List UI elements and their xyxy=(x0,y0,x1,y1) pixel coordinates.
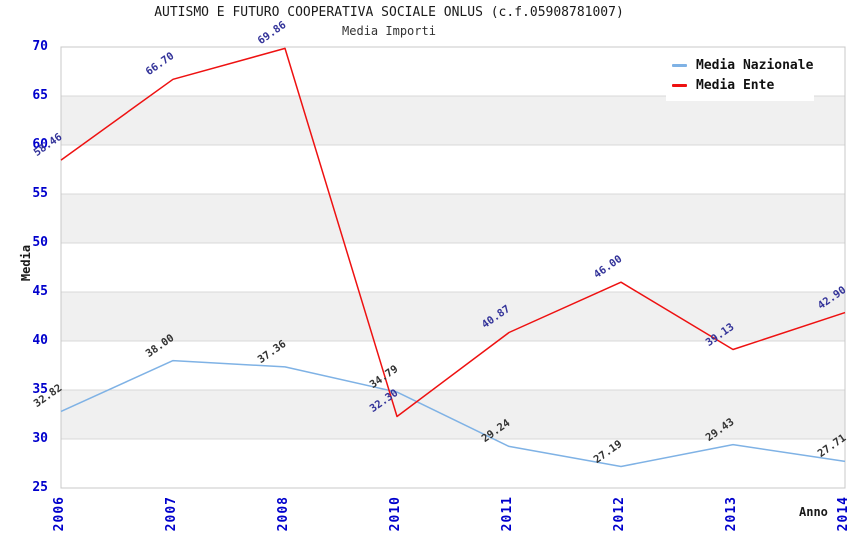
x-tick-2010: 2010 xyxy=(388,496,403,532)
x-tick-2007: 2007 xyxy=(164,496,179,532)
series-line-media-nazionale xyxy=(60,359,846,468)
media-nazionale-line-icon xyxy=(672,63,687,67)
x-tick-2013: 2013 xyxy=(724,496,739,532)
plot-band xyxy=(61,390,845,439)
x-tick-2008: 2008 xyxy=(276,496,291,532)
plot-band xyxy=(61,194,845,243)
plot-band xyxy=(61,292,845,341)
plot-band xyxy=(61,96,845,145)
y-tick-65: 65 xyxy=(32,88,48,103)
legend-label-media-nazionale: Media Nazionale xyxy=(696,57,814,73)
y-tick-60: 60 xyxy=(32,137,48,152)
y-tick-45: 45 xyxy=(32,284,48,299)
legend-label-media-ente: Media Ente xyxy=(696,77,775,93)
legend-item-media-nazionale: Media Nazionale xyxy=(672,55,814,75)
y-tick-70: 70 xyxy=(32,39,48,54)
x-tick-2011: 2011 xyxy=(500,496,515,532)
chart-subtitle: Media Importi xyxy=(342,24,436,38)
series-line-media-ente xyxy=(60,47,846,418)
legend: Media Nazionale Media Ente xyxy=(666,53,814,101)
y-axis-title: Media xyxy=(19,244,33,282)
plot-border xyxy=(60,46,846,489)
y-tick-50: 50 xyxy=(32,235,48,250)
x-tick-2006: 2006 xyxy=(52,496,67,532)
y-tick-25: 25 xyxy=(32,480,48,495)
y-tick-35: 35 xyxy=(32,382,48,397)
x-tick-2012: 2012 xyxy=(612,496,627,532)
x-axis-title: Anno xyxy=(799,505,828,519)
media-ente-line-icon xyxy=(672,83,687,87)
x-tick-2014: 2014 xyxy=(836,496,850,532)
y-tick-55: 55 xyxy=(32,186,48,201)
y-tick-30: 30 xyxy=(32,431,48,446)
chart-title: AUTISMO E FUTURO COOPERATIVA SOCIALE ONL… xyxy=(154,5,624,20)
y-tick-40: 40 xyxy=(32,333,48,348)
legend-item-media-ente: Media Ente xyxy=(672,75,814,95)
